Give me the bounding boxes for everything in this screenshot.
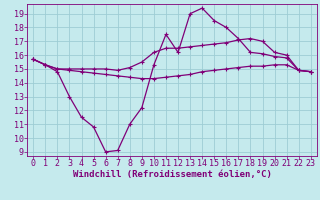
- X-axis label: Windchill (Refroidissement éolien,°C): Windchill (Refroidissement éolien,°C): [73, 170, 271, 179]
